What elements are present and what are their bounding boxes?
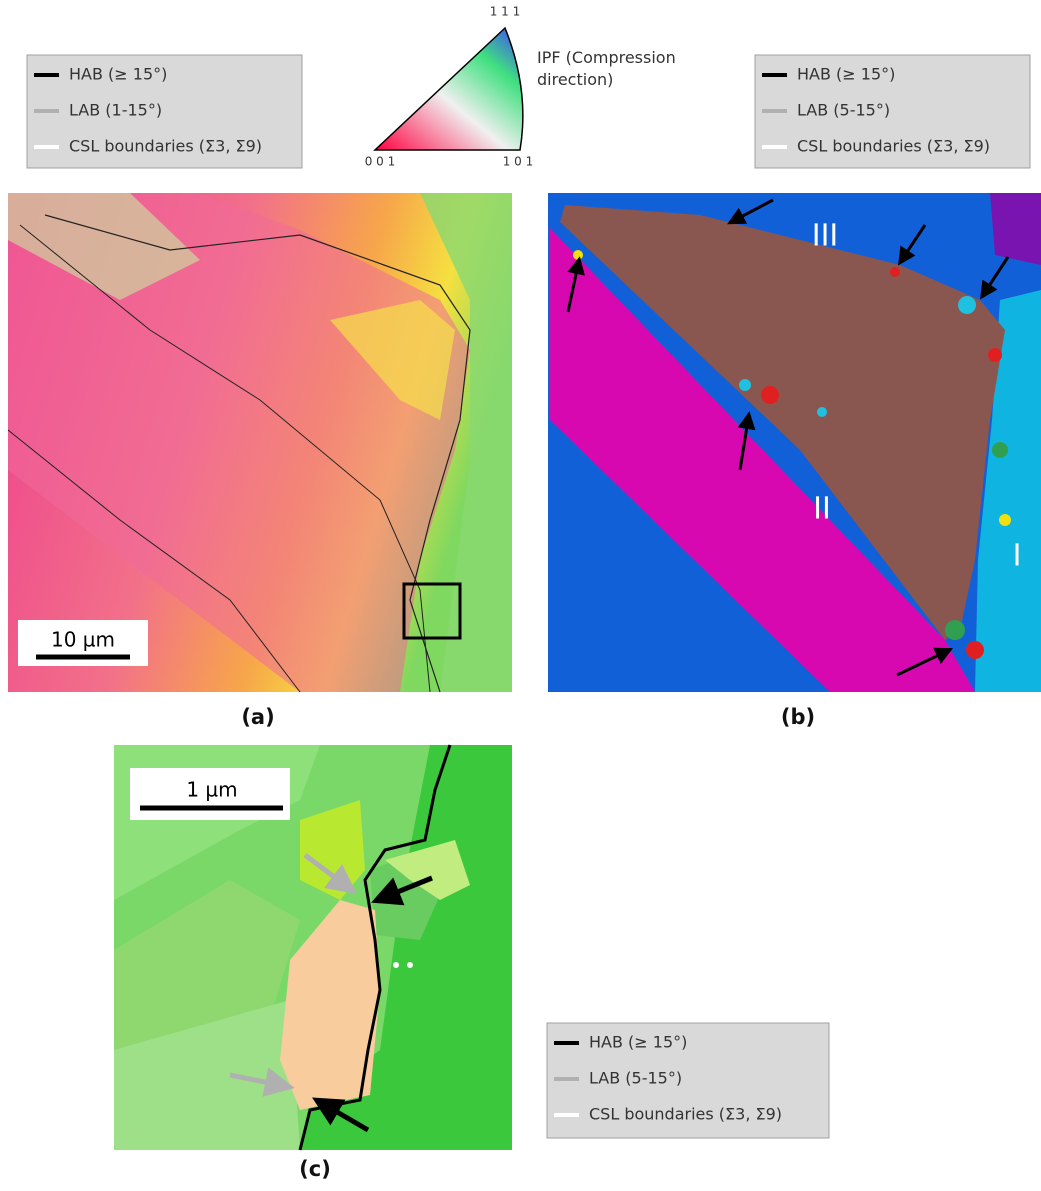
map-shape: [999, 514, 1011, 526]
ipf-corner: 1 1 1: [490, 5, 521, 19]
map-shape: [890, 267, 900, 277]
panel-label: (a): [241, 705, 274, 729]
map-shape: [393, 962, 399, 968]
legend-label: CSL boundaries (Σ3, Σ9): [797, 137, 990, 156]
map-c: 1 µm: [114, 745, 512, 1150]
legend-label: HAB (≥ 15°): [797, 65, 895, 84]
legend-label: LAB (1-15°): [69, 101, 162, 120]
map-shape: [407, 962, 413, 968]
panel-label: (c): [299, 1157, 331, 1181]
legend-label: CSL boundaries (Σ3, Σ9): [69, 137, 262, 156]
legend-label: HAB (≥ 15°): [69, 65, 167, 84]
region-label: I: [1013, 539, 1022, 574]
map-shape: [992, 442, 1008, 458]
page: HAB (≥ 15°) LAB (1-15°) CSL boundaries (Σ3…: [0, 0, 1041, 1191]
map-shape: [958, 296, 976, 314]
ipf-title: IPF (Compression direction): [537, 47, 712, 91]
legend-label: LAB (5-15°): [797, 101, 890, 120]
map-shape: [817, 407, 827, 417]
map-a: 10 µm: [8, 193, 512, 692]
ipf-corner: 1 0 1: [503, 155, 534, 169]
map-shape: [966, 641, 984, 659]
map-b: III II I: [548, 193, 1041, 692]
legend-label: CSL boundaries (Σ3, Σ9): [589, 1105, 782, 1124]
scale-bar-label: 1 µm: [186, 778, 237, 802]
map-shape: [761, 386, 779, 404]
legend-label: LAB (5-15°): [589, 1069, 682, 1088]
scale-bar-label: 10 µm: [51, 628, 115, 652]
region-label: II: [813, 492, 831, 527]
map-shape: [573, 250, 583, 260]
map-shape: [988, 348, 1002, 362]
map-shape: [990, 193, 1041, 265]
map-shape: [945, 620, 965, 640]
panel-label: (b): [781, 705, 815, 729]
map-shape: [375, 28, 523, 150]
region-label: III: [812, 219, 839, 254]
ipf-corner: 0 0 1: [365, 155, 396, 169]
map-shape: [739, 379, 751, 391]
figure: HAB (≥ 15°) LAB (1-15°) CSL boundaries (Σ3…: [0, 0, 1041, 1191]
legend-label: HAB (≥ 15°): [589, 1033, 687, 1052]
